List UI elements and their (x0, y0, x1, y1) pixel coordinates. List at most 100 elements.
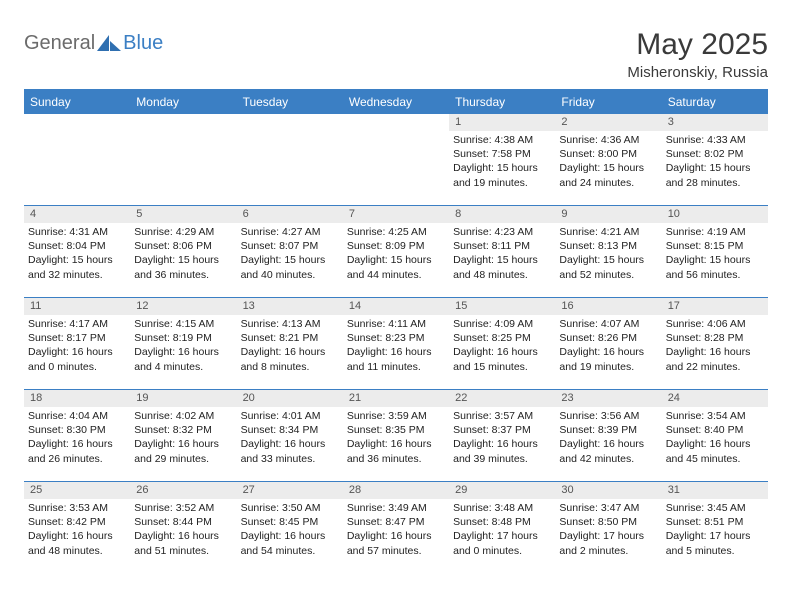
day-d1: Daylight: 16 hours (134, 437, 232, 451)
day-d2: and 4 minutes. (134, 360, 232, 374)
day-d2: and 0 minutes. (453, 544, 551, 558)
day-d2: and 19 minutes. (453, 176, 551, 190)
day-d2: and 48 minutes. (28, 544, 126, 558)
day-body: Sunrise: 4:27 AMSunset: 8:07 PMDaylight:… (237, 223, 343, 284)
day-body: Sunrise: 3:50 AMSunset: 8:45 PMDaylight:… (237, 499, 343, 560)
logo-sail-icon (97, 35, 121, 53)
day-sunrise: Sunrise: 3:50 AM (241, 501, 339, 515)
day-sunset: Sunset: 8:48 PM (453, 515, 551, 529)
day-number: 8 (449, 206, 555, 223)
day-sunset: Sunset: 8:51 PM (666, 515, 764, 529)
day-number: 11 (24, 298, 130, 315)
day-sunset: Sunset: 8:17 PM (28, 331, 126, 345)
day-body: Sunrise: 3:53 AMSunset: 8:42 PMDaylight:… (24, 499, 130, 560)
day-body: Sunrise: 3:54 AMSunset: 8:40 PMDaylight:… (662, 407, 768, 468)
day-d2: and 48 minutes. (453, 268, 551, 282)
day-sunset: Sunset: 8:07 PM (241, 239, 339, 253)
day-sunset: Sunset: 8:32 PM (134, 423, 232, 437)
day-body: Sunrise: 4:11 AMSunset: 8:23 PMDaylight:… (343, 315, 449, 376)
day-d1: Daylight: 16 hours (28, 345, 126, 359)
calendar-cell: 31Sunrise: 3:45 AMSunset: 8:51 PMDayligh… (662, 482, 768, 574)
calendar-cell: 1Sunrise: 4:38 AMSunset: 7:58 PMDaylight… (449, 114, 555, 206)
month-title: May 2025 (627, 28, 768, 62)
day-body: Sunrise: 4:09 AMSunset: 8:25 PMDaylight:… (449, 315, 555, 376)
day-number: 13 (237, 298, 343, 315)
day-d2: and 51 minutes. (134, 544, 232, 558)
col-saturday: Saturday (662, 90, 768, 114)
day-body: Sunrise: 4:36 AMSunset: 8:00 PMDaylight:… (555, 131, 661, 192)
day-body: Sunrise: 4:17 AMSunset: 8:17 PMDaylight:… (24, 315, 130, 376)
calendar-cell (24, 114, 130, 206)
day-body: Sunrise: 4:38 AMSunset: 7:58 PMDaylight:… (449, 131, 555, 192)
calendar-cell: 30Sunrise: 3:47 AMSunset: 8:50 PMDayligh… (555, 482, 661, 574)
calendar-cell: 7Sunrise: 4:25 AMSunset: 8:09 PMDaylight… (343, 206, 449, 298)
day-sunrise: Sunrise: 4:38 AM (453, 133, 551, 147)
calendar-cell: 12Sunrise: 4:15 AMSunset: 8:19 PMDayligh… (130, 298, 236, 390)
day-number: 26 (130, 482, 236, 499)
day-d2: and 42 minutes. (559, 452, 657, 466)
col-tuesday: Tuesday (237, 90, 343, 114)
day-d1: Daylight: 16 hours (134, 529, 232, 543)
day-d2: and 36 minutes. (347, 452, 445, 466)
day-sunrise: Sunrise: 3:54 AM (666, 409, 764, 423)
day-number: 27 (237, 482, 343, 499)
day-d2: and 45 minutes. (666, 452, 764, 466)
day-number: 20 (237, 390, 343, 407)
day-sunset: Sunset: 8:02 PM (666, 147, 764, 161)
calendar-week-row: 4Sunrise: 4:31 AMSunset: 8:04 PMDaylight… (24, 206, 768, 298)
day-number: 17 (662, 298, 768, 315)
day-number: 31 (662, 482, 768, 499)
day-d1: Daylight: 16 hours (666, 437, 764, 451)
day-d2: and 36 minutes. (134, 268, 232, 282)
day-sunrise: Sunrise: 4:02 AM (134, 409, 232, 423)
title-block: May 2025 Misheronskiy, Russia (627, 28, 768, 81)
day-d2: and 44 minutes. (347, 268, 445, 282)
day-d1: Daylight: 16 hours (453, 437, 551, 451)
day-sunrise: Sunrise: 4:09 AM (453, 317, 551, 331)
day-d2: and 32 minutes. (28, 268, 126, 282)
day-d2: and 40 minutes. (241, 268, 339, 282)
day-sunrise: Sunrise: 4:13 AM (241, 317, 339, 331)
day-number: 15 (449, 298, 555, 315)
day-body: Sunrise: 4:31 AMSunset: 8:04 PMDaylight:… (24, 223, 130, 284)
day-number: 22 (449, 390, 555, 407)
day-sunset: Sunset: 8:23 PM (347, 331, 445, 345)
calendar-cell: 6Sunrise: 4:27 AMSunset: 8:07 PMDaylight… (237, 206, 343, 298)
day-d1: Daylight: 16 hours (241, 437, 339, 451)
day-d1: Daylight: 15 hours (28, 253, 126, 267)
day-number: 19 (130, 390, 236, 407)
day-d1: Daylight: 15 hours (453, 161, 551, 175)
logo-text-general: General (24, 32, 95, 55)
day-sunset: Sunset: 8:42 PM (28, 515, 126, 529)
day-d1: Daylight: 17 hours (453, 529, 551, 543)
day-body: Sunrise: 3:59 AMSunset: 8:35 PMDaylight:… (343, 407, 449, 468)
day-number: 14 (343, 298, 449, 315)
day-body: Sunrise: 4:19 AMSunset: 8:15 PMDaylight:… (662, 223, 768, 284)
day-sunrise: Sunrise: 4:01 AM (241, 409, 339, 423)
calendar-cell: 29Sunrise: 3:48 AMSunset: 8:48 PMDayligh… (449, 482, 555, 574)
day-body: Sunrise: 4:21 AMSunset: 8:13 PMDaylight:… (555, 223, 661, 284)
day-body: Sunrise: 3:52 AMSunset: 8:44 PMDaylight:… (130, 499, 236, 560)
col-friday: Friday (555, 90, 661, 114)
day-number: 30 (555, 482, 661, 499)
day-d2: and 54 minutes. (241, 544, 339, 558)
calendar-cell: 22Sunrise: 3:57 AMSunset: 8:37 PMDayligh… (449, 390, 555, 482)
day-d1: Daylight: 15 hours (559, 253, 657, 267)
day-number: 3 (662, 114, 768, 131)
day-d1: Daylight: 15 hours (666, 161, 764, 175)
day-body: Sunrise: 3:47 AMSunset: 8:50 PMDaylight:… (555, 499, 661, 560)
page: General Blue May 2025 Misheronskiy, Russ… (0, 0, 792, 612)
day-sunset: Sunset: 8:47 PM (347, 515, 445, 529)
day-sunrise: Sunrise: 4:25 AM (347, 225, 445, 239)
day-sunset: Sunset: 8:26 PM (559, 331, 657, 345)
day-number: 16 (555, 298, 661, 315)
day-sunset: Sunset: 8:04 PM (28, 239, 126, 253)
calendar-header-row: Sunday Monday Tuesday Wednesday Thursday… (24, 90, 768, 114)
day-d1: Daylight: 16 hours (347, 437, 445, 451)
day-number: 24 (662, 390, 768, 407)
day-d1: Daylight: 16 hours (28, 437, 126, 451)
day-d1: Daylight: 16 hours (28, 529, 126, 543)
header: General Blue May 2025 Misheronskiy, Russ… (24, 28, 768, 81)
calendar-week-row: 25Sunrise: 3:53 AMSunset: 8:42 PMDayligh… (24, 482, 768, 574)
location: Misheronskiy, Russia (627, 64, 768, 81)
